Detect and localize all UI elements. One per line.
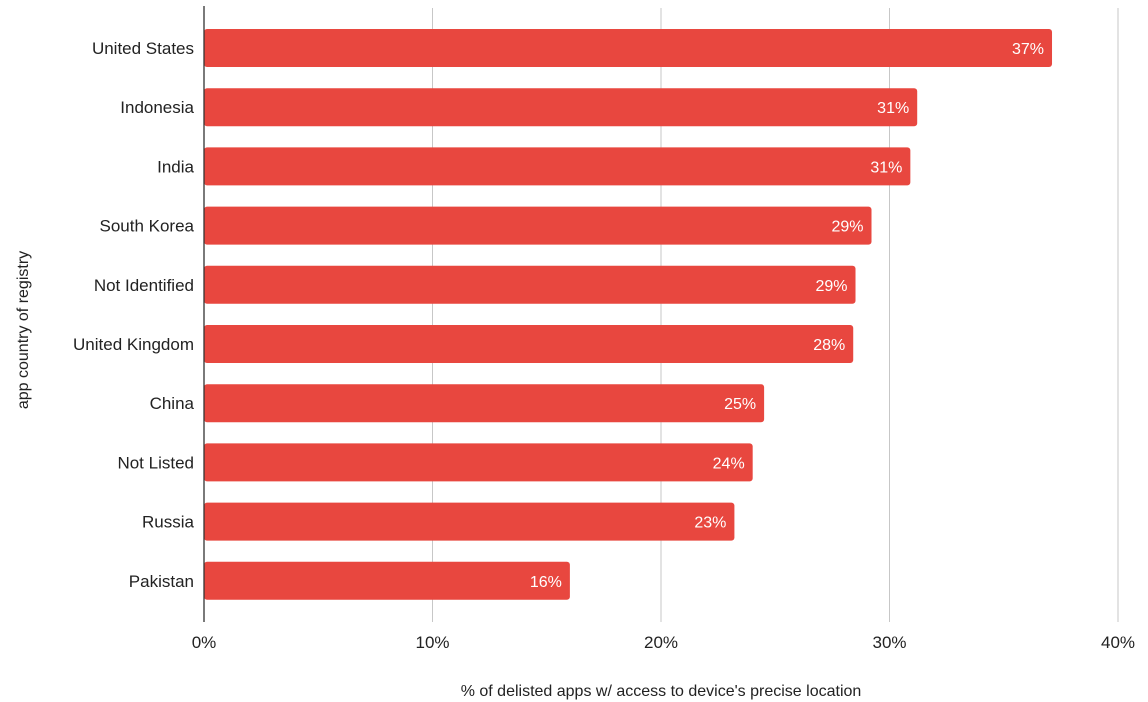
x-tick-label: 20% <box>644 633 678 652</box>
data-label: 16% <box>530 574 562 591</box>
x-tick-label: 40% <box>1101 633 1135 652</box>
bar-united-states <box>204 29 1053 67</box>
bar-russia <box>204 502 735 541</box>
bar-indonesia <box>204 88 918 127</box>
data-label: 29% <box>815 278 847 295</box>
x-tick-label: 0% <box>192 633 217 652</box>
bar-south-korea <box>204 206 872 245</box>
category-label: United States <box>92 39 194 58</box>
category-label: Russia <box>142 513 195 532</box>
y-axis-title: app country of registry <box>15 251 32 409</box>
data-label: 23% <box>694 515 726 532</box>
x-tick-label: 30% <box>872 633 906 652</box>
x-tick-label: 10% <box>415 633 449 652</box>
bar-pakistan <box>204 561 570 600</box>
data-label: 25% <box>724 396 756 413</box>
bars <box>204 29 1053 600</box>
category-label: South Korea <box>99 217 194 236</box>
bar-china <box>204 384 765 423</box>
category-label: Not Listed <box>117 453 194 472</box>
bar-india <box>204 147 911 186</box>
category-label: Indonesia <box>120 98 194 117</box>
data-label: 31% <box>870 159 902 176</box>
bar-not-identified <box>204 265 856 304</box>
labels: 0% 10% 20% 30% 40% United States 37% Indonesia 3… <box>73 39 1135 652</box>
data-label: 29% <box>831 219 863 236</box>
category-label: India <box>157 157 194 176</box>
data-label: 24% <box>713 455 745 472</box>
bar-not-listed <box>204 443 753 482</box>
category-label: Not Identified <box>94 276 194 295</box>
data-label: 37% <box>1012 41 1044 58</box>
category-label: United Kingdom <box>73 335 194 354</box>
category-label: China <box>150 394 195 413</box>
data-label: 31% <box>877 100 909 117</box>
bar-united-kingdom <box>204 325 854 363</box>
x-axis-title: % of delisted apps w/ access to device's… <box>461 683 862 700</box>
data-label: 28% <box>813 337 845 354</box>
category-label: Pakistan <box>129 572 194 591</box>
